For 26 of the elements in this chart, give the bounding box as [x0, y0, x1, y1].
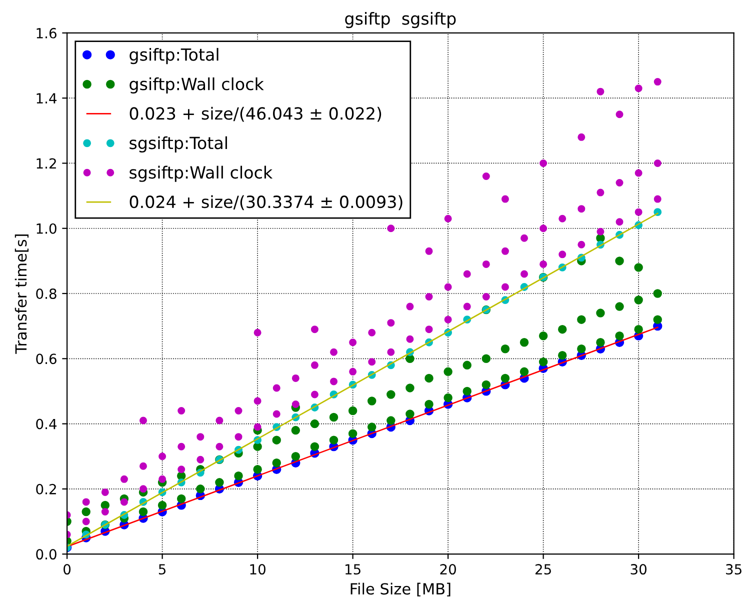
legend-label: 0.023 + size/(46.043 ± 0.022) [130, 106, 382, 122]
x-tick-label: 30 [630, 564, 646, 575]
legend-label: 0.024 + size/(30.3374 ± 0.0093) [130, 195, 402, 210]
x-tick-label: 25 [536, 564, 551, 575]
x-tick-label: 15 [346, 564, 360, 575]
y-tick-label: 0.2 [36, 484, 56, 494]
legend-label: sgsiftp:Wall clock [130, 166, 273, 182]
y-tick-label: 0.6 [36, 354, 56, 364]
x-tick-label: 20 [440, 564, 456, 575]
y-tick-label: 0.0 [36, 549, 56, 560]
x-tick-label: 0 [64, 564, 71, 575]
y-tick-label: 0.8 [36, 288, 56, 299]
x-axis-title: File Size [MB] [350, 582, 450, 596]
y-tick-label: 1.6 [36, 28, 56, 38]
y-tick-label: 1.2 [36, 158, 56, 169]
x-tick-label: 10 [250, 564, 266, 575]
legend-label: sgsiftp:Total [130, 136, 227, 152]
y-tick-label: 1.4 [36, 93, 57, 104]
y-axis-title: Transfer time[s] [14, 234, 29, 354]
x-tick-label: 5 [158, 564, 166, 575]
y-tick-label: 1.0 [36, 223, 56, 234]
legend-label: gsiftp:Total [130, 48, 218, 64]
chart-title: gsiftp sgsiftp [345, 12, 456, 28]
x-tick-label: 35 [726, 564, 742, 575]
legend-label: gsiftp:Wall clock [130, 77, 264, 94]
y-tick-label: 0.4 [36, 418, 57, 430]
